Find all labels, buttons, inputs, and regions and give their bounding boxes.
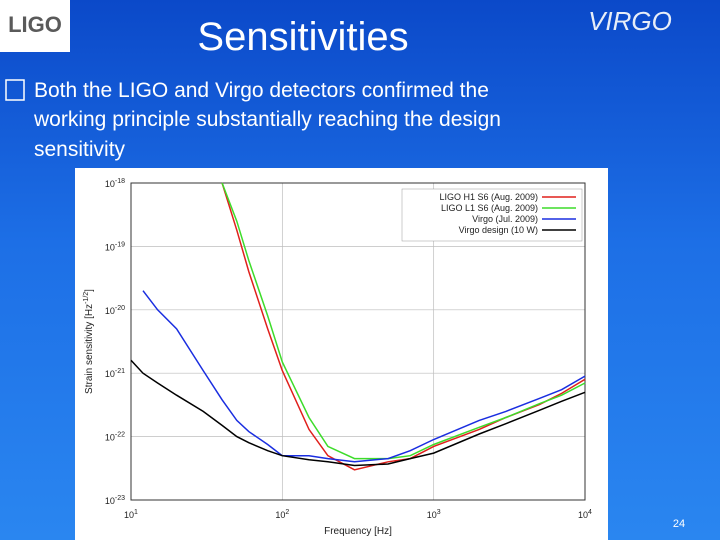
y-tick-label-base: 10 xyxy=(105,179,115,189)
x-tick-label-exp: 2 xyxy=(285,509,289,516)
y-tick-label-exp: -18 xyxy=(115,178,125,185)
series-line xyxy=(130,359,586,467)
x-tick-label-base: 10 xyxy=(124,510,134,520)
plot-frame xyxy=(130,182,586,501)
y-tick-label: 10-23 xyxy=(105,495,125,506)
bullet-line: working principle substantially reaching… xyxy=(33,108,501,131)
y-tick-label-exp: -20 xyxy=(115,305,125,312)
legend-label: Virgo (Jul. 2009) xyxy=(472,214,538,224)
y-axis-label-end: ] xyxy=(84,289,95,292)
x-tick-label: 103 xyxy=(427,509,441,520)
x-tick-label-base: 10 xyxy=(275,510,285,520)
legend-label: LIGO H1 S6 (Aug. 2009) xyxy=(439,192,538,202)
y-tick-label: 10-19 xyxy=(105,241,125,252)
y-axis-label-sup: -1/2 xyxy=(83,292,90,304)
x-tick-label-base: 10 xyxy=(578,510,588,520)
x-tick-label: 102 xyxy=(275,509,289,520)
bullet-line: Both the LIGO and Virgo detectors confir… xyxy=(34,79,489,102)
bullet-line: sensitivity xyxy=(34,138,126,161)
legend-label: Virgo design (10 W) xyxy=(459,225,538,235)
series-line xyxy=(221,182,586,460)
x-tick-label: 104 xyxy=(578,509,592,520)
x-tick-label-exp: 3 xyxy=(437,509,441,516)
logo-right: VIRGO xyxy=(588,6,672,36)
y-tick-label-exp: -22 xyxy=(115,432,125,439)
y-tick-label-exp: -21 xyxy=(115,368,125,375)
y-tick-label: 10-21 xyxy=(105,368,125,379)
y-tick-label: 10-22 xyxy=(105,432,125,443)
y-tick-label: 10-18 xyxy=(105,178,125,189)
page-number: 24 xyxy=(673,518,685,530)
y-tick-label-base: 10 xyxy=(105,242,115,252)
y-tick-label-base: 10 xyxy=(105,496,115,506)
y-tick-label: 10-20 xyxy=(105,305,125,316)
slide-title: Sensitivities xyxy=(197,15,408,59)
y-tick-label-base: 10 xyxy=(105,433,115,443)
y-axis-label-text: Strain sensitivity [Hz xyxy=(84,304,95,394)
x-tick-label-exp: 1 xyxy=(134,509,138,516)
x-tick-label-base: 10 xyxy=(427,510,437,520)
logo-left: LIGO xyxy=(8,12,62,37)
bullet-glyph xyxy=(5,79,25,101)
series-line xyxy=(142,290,586,463)
x-axis-label: Frequency [Hz] xyxy=(324,526,392,537)
x-tick-label: 101 xyxy=(124,509,138,520)
y-tick-label-exp: -19 xyxy=(115,241,125,248)
logo-left-box xyxy=(0,0,70,52)
legend-label: LIGO L1 S6 (Aug. 2009) xyxy=(441,203,538,213)
y-tick-label-exp: -23 xyxy=(115,495,125,502)
y-tick-label-base: 10 xyxy=(105,369,115,379)
x-tick-label-exp: 4 xyxy=(588,509,592,516)
y-tick-label-base: 10 xyxy=(105,306,115,316)
y-axis-label: Strain sensitivity [Hz-1/2] xyxy=(83,289,95,394)
